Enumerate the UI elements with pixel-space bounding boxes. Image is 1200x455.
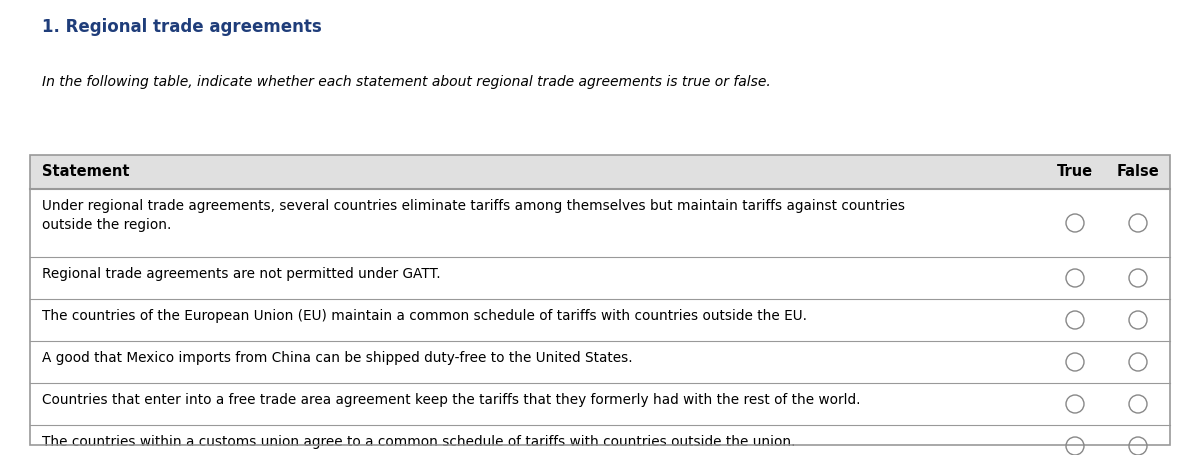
Text: In the following table, indicate whether each statement about regional trade agr: In the following table, indicate whether… <box>42 75 770 89</box>
Text: Countries that enter into a free trade area agreement keep the tariffs that they: Countries that enter into a free trade a… <box>42 393 860 407</box>
Bar <box>30 155 1170 189</box>
Text: True: True <box>1057 165 1093 180</box>
Text: 1. Regional trade agreements: 1. Regional trade agreements <box>42 18 322 36</box>
Bar <box>30 155 1170 445</box>
Text: Regional trade agreements are not permitted under GATT.: Regional trade agreements are not permit… <box>42 267 440 281</box>
Text: False: False <box>1117 165 1159 180</box>
Text: Under regional trade agreements, several countries eliminate tariffs among thems: Under regional trade agreements, several… <box>42 199 905 233</box>
Text: The countries within a customs union agree to a common schedule of tariffs with : The countries within a customs union agr… <box>42 435 796 449</box>
Text: A good that Mexico imports from China can be shipped duty-free to the United Sta: A good that Mexico imports from China ca… <box>42 351 632 365</box>
Text: Statement: Statement <box>42 165 130 180</box>
Text: The countries of the European Union (EU) maintain a common schedule of tariffs w: The countries of the European Union (EU)… <box>42 309 808 323</box>
